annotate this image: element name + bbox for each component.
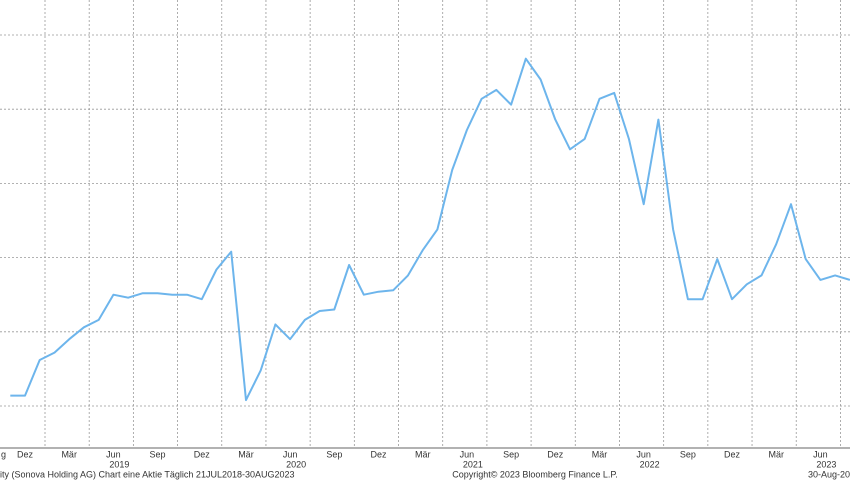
x-tick-label: Jun	[283, 449, 298, 459]
x-tick-label: Mär	[415, 449, 431, 459]
footer-center: Copyright© 2023 Bloomberg Finance L.P.	[452, 469, 618, 479]
x-tick-label: Mär	[592, 449, 608, 459]
x-tick-label: Jun	[636, 449, 651, 459]
year-label: 2022	[640, 459, 660, 469]
x-tick-label: Sep	[326, 449, 342, 459]
x-tick-label: Jun	[106, 449, 121, 459]
footer-left: ity (Sonova Holding AG) Chart eine Aktie…	[0, 469, 295, 479]
x-tick-label: Sep	[150, 449, 166, 459]
year-label: 2020	[286, 459, 306, 469]
year-label: 2023	[816, 459, 836, 469]
year-label: 2021	[463, 459, 483, 469]
footer-right: 30-Aug-20	[808, 469, 850, 479]
price-line	[10, 57, 850, 402]
x-tick-label: Mär	[238, 449, 254, 459]
x-tick-label: Dez	[547, 449, 564, 459]
x-tick-label: Mär	[768, 449, 784, 459]
year-label: 2019	[109, 459, 129, 469]
x-tick-label: Mär	[61, 449, 77, 459]
x-tick-label: Jun	[813, 449, 828, 459]
x-tick-label: Sep	[680, 449, 696, 459]
x-tick-label: Sep	[503, 449, 519, 459]
x-tick-label: Dez	[371, 449, 388, 459]
x-tick-label: Dez	[724, 449, 741, 459]
x-tick-label: Jun	[460, 449, 475, 459]
edge-label: g	[1, 449, 6, 459]
x-tick-label: Dez	[194, 449, 211, 459]
x-tick-label: Dez	[17, 449, 34, 459]
